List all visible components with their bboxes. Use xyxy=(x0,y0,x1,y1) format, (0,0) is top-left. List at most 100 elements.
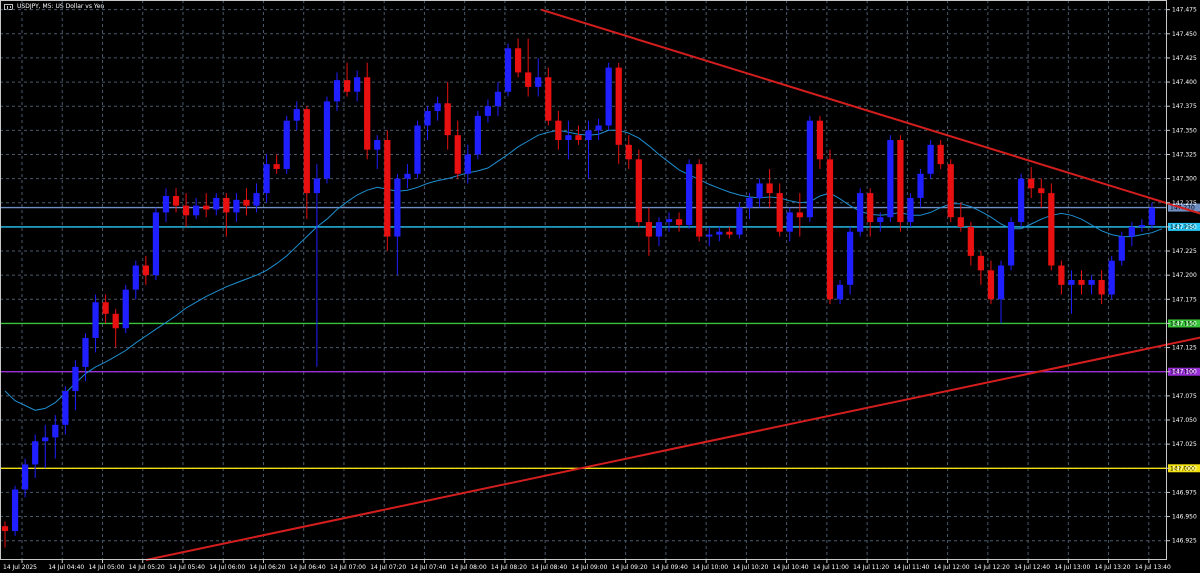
candle xyxy=(625,135,632,169)
candle-body xyxy=(474,115,481,155)
candle xyxy=(836,280,844,305)
candle xyxy=(977,251,985,285)
y-tick-label: 147.175 xyxy=(1172,296,1197,303)
candle-body xyxy=(293,109,300,121)
candle-body xyxy=(927,144,934,174)
candle-body xyxy=(112,313,119,329)
candle xyxy=(525,38,532,97)
candle xyxy=(806,115,813,223)
candle xyxy=(1128,222,1135,247)
trendlines[interactable] xyxy=(145,8,1200,561)
candle-body xyxy=(132,265,139,290)
candle xyxy=(1068,270,1075,314)
candle-body xyxy=(323,101,331,179)
candle-body xyxy=(716,231,723,235)
chart-type-icon[interactable] xyxy=(4,3,13,10)
candle xyxy=(796,193,803,237)
x-tick-label: 14 Jul 10:20 xyxy=(732,564,768,571)
x-tick-label: 14 Jul 11:00 xyxy=(813,564,849,571)
candle-body xyxy=(967,226,974,256)
candle-body xyxy=(816,120,824,160)
y-tick-label: 147.100 xyxy=(1172,369,1197,376)
candle-body xyxy=(1078,280,1085,285)
candle xyxy=(233,193,240,223)
trendline xyxy=(145,336,1200,561)
candle xyxy=(1058,260,1065,295)
candle xyxy=(665,212,673,232)
candle xyxy=(706,226,713,247)
candle-body xyxy=(645,222,653,237)
candle xyxy=(162,188,170,223)
candle-body xyxy=(917,173,924,198)
moving-average xyxy=(4,129,1163,411)
candle xyxy=(1118,231,1125,266)
x-tick-label: 14 Jul 10:40 xyxy=(773,564,809,571)
candle-body xyxy=(203,205,210,210)
candle xyxy=(253,183,260,213)
y-tick-label: 147.275 xyxy=(1172,200,1197,207)
candle xyxy=(655,217,663,247)
candle-body xyxy=(1088,280,1095,285)
level-price-tag xyxy=(1168,464,1200,473)
candle xyxy=(323,96,331,184)
candle-body xyxy=(283,120,290,169)
y-tick-label: 147.150 xyxy=(1172,320,1197,327)
candle xyxy=(987,260,995,305)
x-tick-label: 14 Jul 06:40 xyxy=(290,564,326,571)
candle xyxy=(404,164,411,189)
candle-body xyxy=(696,164,703,237)
candle xyxy=(293,101,300,131)
x-tick-label: 14 Jul 13:00 xyxy=(1054,564,1090,571)
candle xyxy=(42,424,49,469)
x-tick-label: 14 Jul 12:20 xyxy=(974,564,1010,571)
candle-body xyxy=(273,164,280,169)
y-tick-label: 147.350 xyxy=(1172,127,1197,134)
candle xyxy=(1138,219,1145,232)
x-tick-label: 14 Jul 13:40 xyxy=(1135,564,1171,571)
candle xyxy=(786,207,793,242)
candle xyxy=(102,294,109,324)
candle xyxy=(1108,255,1115,300)
candle xyxy=(333,72,341,112)
candle-body xyxy=(414,125,421,174)
candle xyxy=(957,202,964,232)
candle-body xyxy=(223,197,230,213)
candle-body xyxy=(233,199,240,213)
candle xyxy=(384,130,391,252)
candle xyxy=(565,120,572,160)
candle-body xyxy=(887,140,894,218)
candle-body xyxy=(857,193,864,232)
candle-body xyxy=(555,120,562,140)
candle xyxy=(917,168,924,208)
y-tick-label: 147.050 xyxy=(1172,417,1197,424)
candle xyxy=(1148,202,1156,229)
candle-body xyxy=(867,193,874,223)
candle-body xyxy=(987,270,995,300)
candle-body xyxy=(213,197,220,210)
x-tick-label: 14 Jul 11:40 xyxy=(893,564,929,571)
chart-title: USDJPY, M5: US Dollar vs Yen xyxy=(17,3,105,10)
x-tick-label: 14 Jul 07:20 xyxy=(370,564,406,571)
x-tick-label: 14 Jul 10:00 xyxy=(692,564,728,571)
x-tick-label: 14 Jul 07:40 xyxy=(410,564,446,571)
candle xyxy=(907,193,914,227)
x-tick-label: 14 Jul 12:40 xyxy=(1014,564,1050,571)
candle-body xyxy=(776,193,783,232)
candle xyxy=(52,415,59,459)
candle xyxy=(997,260,1005,324)
y-tick-label: 147.475 xyxy=(1172,7,1197,14)
candle-body xyxy=(756,183,763,198)
candle-body xyxy=(1028,178,1035,189)
candle-body xyxy=(957,217,964,227)
candle xyxy=(364,62,371,160)
candle xyxy=(273,154,280,174)
candle xyxy=(414,120,421,179)
candle xyxy=(142,255,149,285)
y-tick-label: 147.200 xyxy=(1172,272,1197,279)
candle xyxy=(615,62,622,165)
candle xyxy=(454,120,461,179)
x-tick-label: 14 Jul 05:40 xyxy=(169,564,205,571)
